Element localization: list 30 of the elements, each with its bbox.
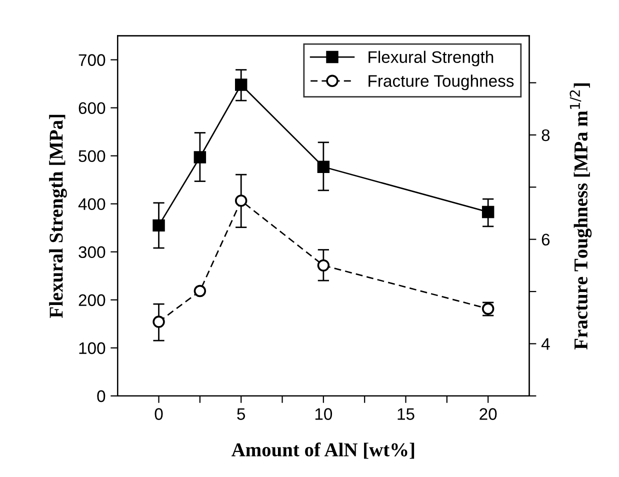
y-tick-label: 200 bbox=[78, 294, 106, 306]
x-tick-label: 10 bbox=[315, 408, 332, 420]
point bbox=[152, 219, 165, 232]
point bbox=[194, 151, 206, 164]
y-tick-label: 400 bbox=[78, 198, 106, 210]
point bbox=[317, 259, 330, 272]
y2-axis-title: Fracture Toughness [MPa m$^{1/2}$] bbox=[570, 83, 592, 350]
point bbox=[317, 160, 330, 173]
legend-label: Fracture Toughness bbox=[368, 74, 514, 90]
point bbox=[234, 78, 248, 91]
y-tick-label: 600 bbox=[78, 102, 106, 114]
point bbox=[152, 316, 165, 328]
point bbox=[194, 284, 206, 298]
y-tick-label: 700 bbox=[78, 54, 106, 66]
y2-tick-label: 4 bbox=[541, 338, 550, 350]
y2-tick-label: 8 bbox=[542, 129, 550, 142]
x-axis-title: Amount of AlN [wt%] bbox=[232, 442, 414, 459]
y-tick-label: 500 bbox=[78, 150, 106, 162]
point bbox=[482, 206, 494, 218]
y-tick-label: 300 bbox=[78, 246, 106, 258]
x-tick-label: 15 bbox=[398, 408, 414, 420]
x-tick-label: 20 bbox=[480, 408, 497, 420]
y-tick-label: 100 bbox=[79, 342, 106, 354]
x-tick-label: 5 bbox=[237, 408, 246, 420]
y2-tick-label: 6 bbox=[542, 234, 550, 246]
y-tick-label: 0 bbox=[97, 390, 106, 402]
x-tick-label: 0 bbox=[154, 408, 163, 420]
legend-label: Flexural Strength bbox=[368, 50, 494, 66]
point bbox=[234, 194, 248, 207]
y-axis-title: Flexural Strength [MPa] bbox=[49, 114, 67, 318]
